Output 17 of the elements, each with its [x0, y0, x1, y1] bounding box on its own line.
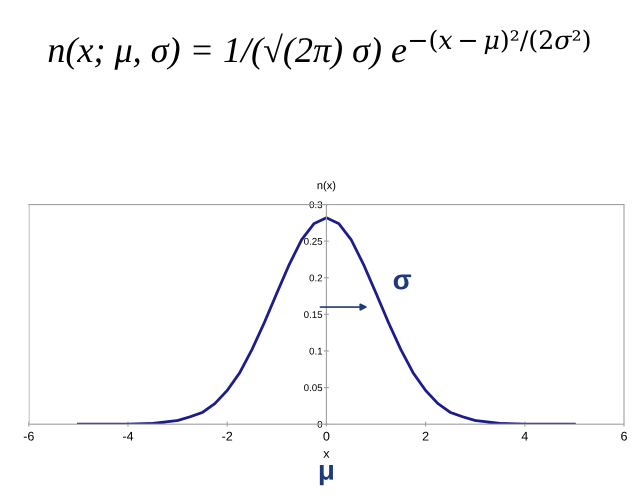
x-tick-label: 2 [422, 432, 428, 440]
y-tick-label: 0.15 [304, 311, 322, 318]
y-axis-title: n(x) [318, 181, 336, 192]
text: μ [320, 464, 334, 486]
y-tick-label: 0.2 [309, 274, 322, 282]
annotation: σ [394, 274, 412, 290]
x-tick-label: 4 [522, 432, 528, 440]
y-tick-label: 0.05 [304, 384, 322, 392]
chart-title: n(x; μ, σ) = 1/(√(2π) σ) e$^{−(x−μ)²/(2σ²)}$ [48, 30, 590, 70]
x-tick-label: 6 [621, 432, 627, 441]
x-tick-label: -2 [222, 432, 232, 440]
x-tick-label: 0 [323, 432, 330, 441]
x-tick-label: -4 [123, 432, 134, 440]
y-tick-label: 0.1 [309, 348, 322, 355]
x-axis-title: x [323, 451, 330, 458]
x-tick-label: -6 [24, 432, 34, 441]
y-tick-label: 0.25 [304, 238, 322, 245]
